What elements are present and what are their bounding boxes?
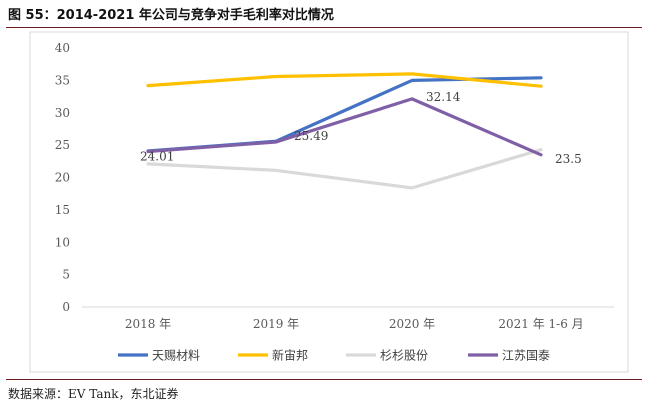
x-axis: 2018 年 2019 年 2020 年 2021 年 1-6 月 [125,317,584,331]
y-tick-label: 25 [55,138,70,152]
source-note: 数据来源：EV Tank，东北证券 [8,387,179,401]
legend-label: 天赐材料 [152,349,200,363]
x-tick-label: 2019 年 [253,317,299,331]
data-label: 23.5 [555,152,582,166]
y-tick-label: 30 [55,106,70,120]
y-tick-label: 0 [62,300,70,314]
figure-title: 图 55：2014-2021 年公司与竞争对手毛利率对比情况 [8,8,334,23]
legend-label: 杉杉股份 [380,349,428,363]
series-line-4 [146,97,543,157]
y-tick-label: 10 [55,235,70,249]
data-label: 24.01 [140,150,174,164]
series-lines [146,72,543,190]
data-labels: 24.01 25.49 32.14 23.5 [140,90,582,166]
data-label: 32.14 [426,90,461,104]
legend: 天赐材料 新宙邦 杉杉股份 江苏国泰 [118,348,550,363]
plot-frame [29,31,629,373]
series-line-3 [146,148,543,190]
series-line-1 [146,76,543,153]
data-label: 25.49 [294,129,328,143]
x-tick-label: 2020 年 [389,317,435,331]
x-tick-label: 2018 年 [125,317,171,331]
y-tick-label: 40 [55,41,70,55]
title-rule [6,27,642,28]
y-tick-label: 20 [55,171,70,185]
y-tick-label: 5 [62,268,70,282]
legend-label: 江苏国泰 [502,349,550,363]
source-rule [6,379,642,380]
series-line-2 [146,72,543,88]
y-axis: 0 5 10 15 20 25 30 35 40 [55,41,70,314]
x-tick-label: 2021 年 1-6 月 [498,317,583,331]
legend-label: 新宙邦 [272,348,308,363]
y-tick-label: 35 [55,73,70,87]
y-tick-label: 15 [55,203,70,217]
